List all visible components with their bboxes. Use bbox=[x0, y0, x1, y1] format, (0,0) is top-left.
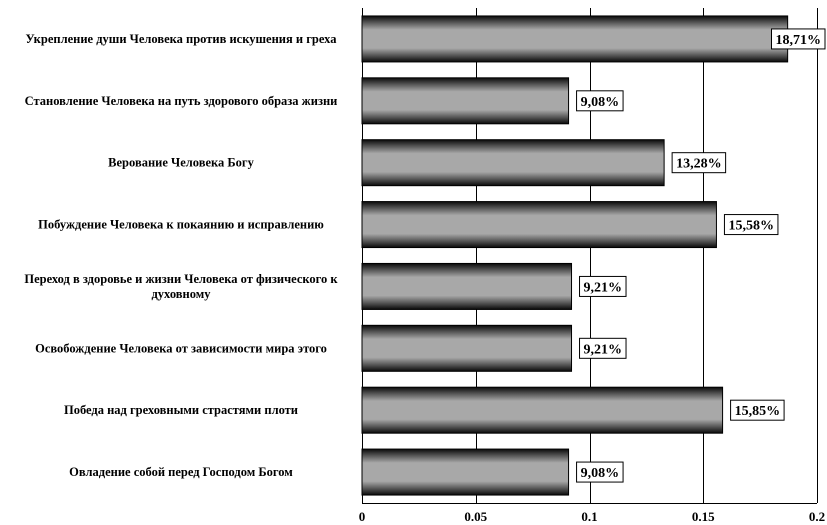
svg-text:13,28%: 13,28% bbox=[676, 157, 722, 172]
bar bbox=[361, 448, 570, 496]
x-tick-label: 0 bbox=[359, 509, 366, 524]
x-tick-label: 0.1 bbox=[581, 509, 597, 524]
data-labels: 18,71% 9,08% 13,28% 15,58% 9,21% 9,21% 15,85% 9… bbox=[576, 28, 826, 483]
data-label: 15,58% bbox=[723, 214, 779, 236]
svg-text:15,58%: 15,58% bbox=[728, 219, 774, 234]
data-label: 15,85% bbox=[730, 399, 785, 421]
category-label: Становление Человека на путь здорового о… bbox=[25, 94, 338, 108]
x-tick-label: 0.2 bbox=[809, 509, 825, 524]
category-label: Побуждение Человека к покаянию и исправл… bbox=[38, 218, 324, 232]
x-axis: 0 0.05 0.1 0.15 0.2 bbox=[359, 503, 825, 524]
data-label: 9,08% bbox=[576, 461, 624, 483]
bar bbox=[361, 15, 789, 63]
bars bbox=[361, 15, 789, 496]
x-tick-label: 0.15 bbox=[692, 509, 715, 524]
svg-text:9,21%: 9,21% bbox=[584, 342, 623, 357]
bar bbox=[361, 77, 570, 125]
category-label: Верование Человека Богу bbox=[108, 156, 254, 170]
svg-text:9,08%: 9,08% bbox=[581, 466, 620, 481]
svg-text:9,08%: 9,08% bbox=[581, 95, 620, 110]
bar bbox=[361, 201, 717, 249]
svg-text:18,71%: 18,71% bbox=[776, 33, 822, 48]
svg-text:9,21%: 9,21% bbox=[584, 280, 623, 295]
category-labels: Укрепление души Человека против искушени… bbox=[24, 32, 338, 479]
data-label: 18,71% bbox=[771, 28, 826, 50]
bar bbox=[361, 139, 665, 187]
category-label: Переход в здоровье и жизни Человека от ф… bbox=[24, 272, 338, 301]
category-label: Освобождение Человека от зависимости мир… bbox=[35, 341, 327, 355]
category-label: Укрепление души Человека против искушени… bbox=[26, 32, 338, 46]
bar bbox=[361, 386, 724, 434]
category-label: Овладение собой перед Господом Богом bbox=[69, 465, 293, 479]
x-tick-label: 0.05 bbox=[464, 509, 487, 524]
data-label: 9,21% bbox=[579, 275, 627, 297]
category-label: Победа над греховными страстями плоти bbox=[64, 403, 298, 417]
data-label: 9,21% bbox=[579, 337, 627, 359]
bar bbox=[361, 262, 573, 310]
data-label: 9,08% bbox=[576, 90, 624, 112]
bar bbox=[361, 324, 573, 372]
data-label: 13,28% bbox=[671, 152, 727, 174]
svg-text:15,85%: 15,85% bbox=[735, 404, 781, 419]
